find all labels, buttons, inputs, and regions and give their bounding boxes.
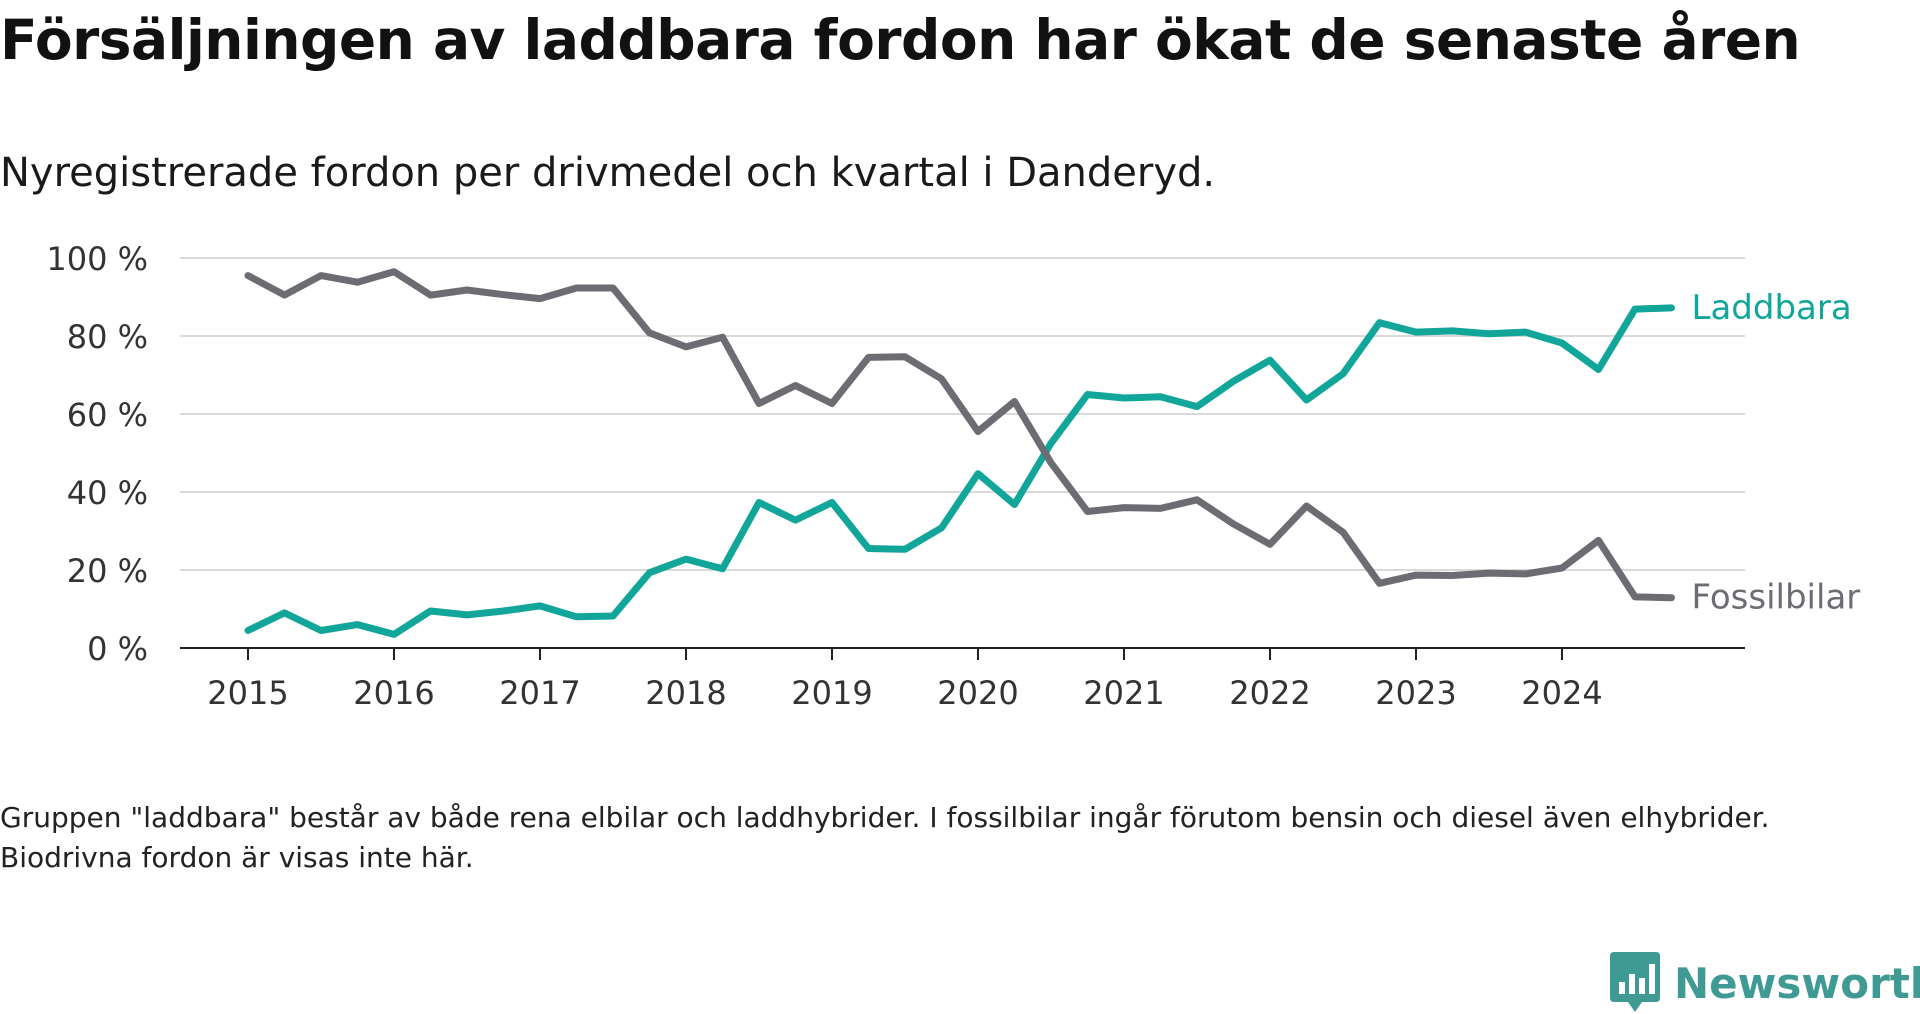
x-tick-label: 2022 [1229, 674, 1310, 712]
series-label-fossilbilar: Fossilbilar [1692, 578, 1861, 618]
y-tick-label: 0 % [87, 630, 148, 668]
y-tick-label: 60 % [67, 396, 148, 434]
x-tick-label: 2023 [1375, 674, 1456, 712]
series-label-laddbara: Laddbara [1692, 288, 1852, 328]
y-tick-label: 100 % [46, 240, 148, 278]
chart-subtitle: Nyregistrerade fordon per drivmedel och … [0, 150, 1216, 196]
x-tick-label: 2017 [499, 674, 580, 712]
x-tick-label: 2024 [1521, 674, 1602, 712]
chart-footnote: Gruppen "laddbara" består av både rena e… [0, 801, 1770, 874]
y-tick-label: 80 % [67, 318, 148, 356]
newsworthy-logo-icon [1610, 952, 1660, 1012]
x-tick-label: 2018 [645, 674, 726, 712]
newsworthy-logo-text: Newsworthy [1674, 958, 1920, 1008]
y-tick-label: 40 % [67, 474, 148, 512]
series-line-laddbara [244, 304, 1675, 638]
x-tick-label: 2021 [1083, 674, 1164, 712]
y-tick-label: 20 % [67, 552, 148, 590]
newsworthy-logo[interactable]: Newsworthy [1610, 952, 1920, 1014]
series-line-fossilbilar [244, 268, 1675, 602]
chart-title: Försäljningen av laddbara fordon har öka… [0, 8, 1801, 72]
x-tick-label: 2019 [791, 674, 872, 712]
x-tick-label: 2020 [937, 674, 1018, 712]
x-tick-label: 2015 [207, 674, 288, 712]
line-chart: 0 % 20 % 40 % 60 % 80 % 100 % 2015 2016 2017 2018… [46, 240, 1861, 712]
x-tick-label: 2016 [353, 674, 434, 712]
